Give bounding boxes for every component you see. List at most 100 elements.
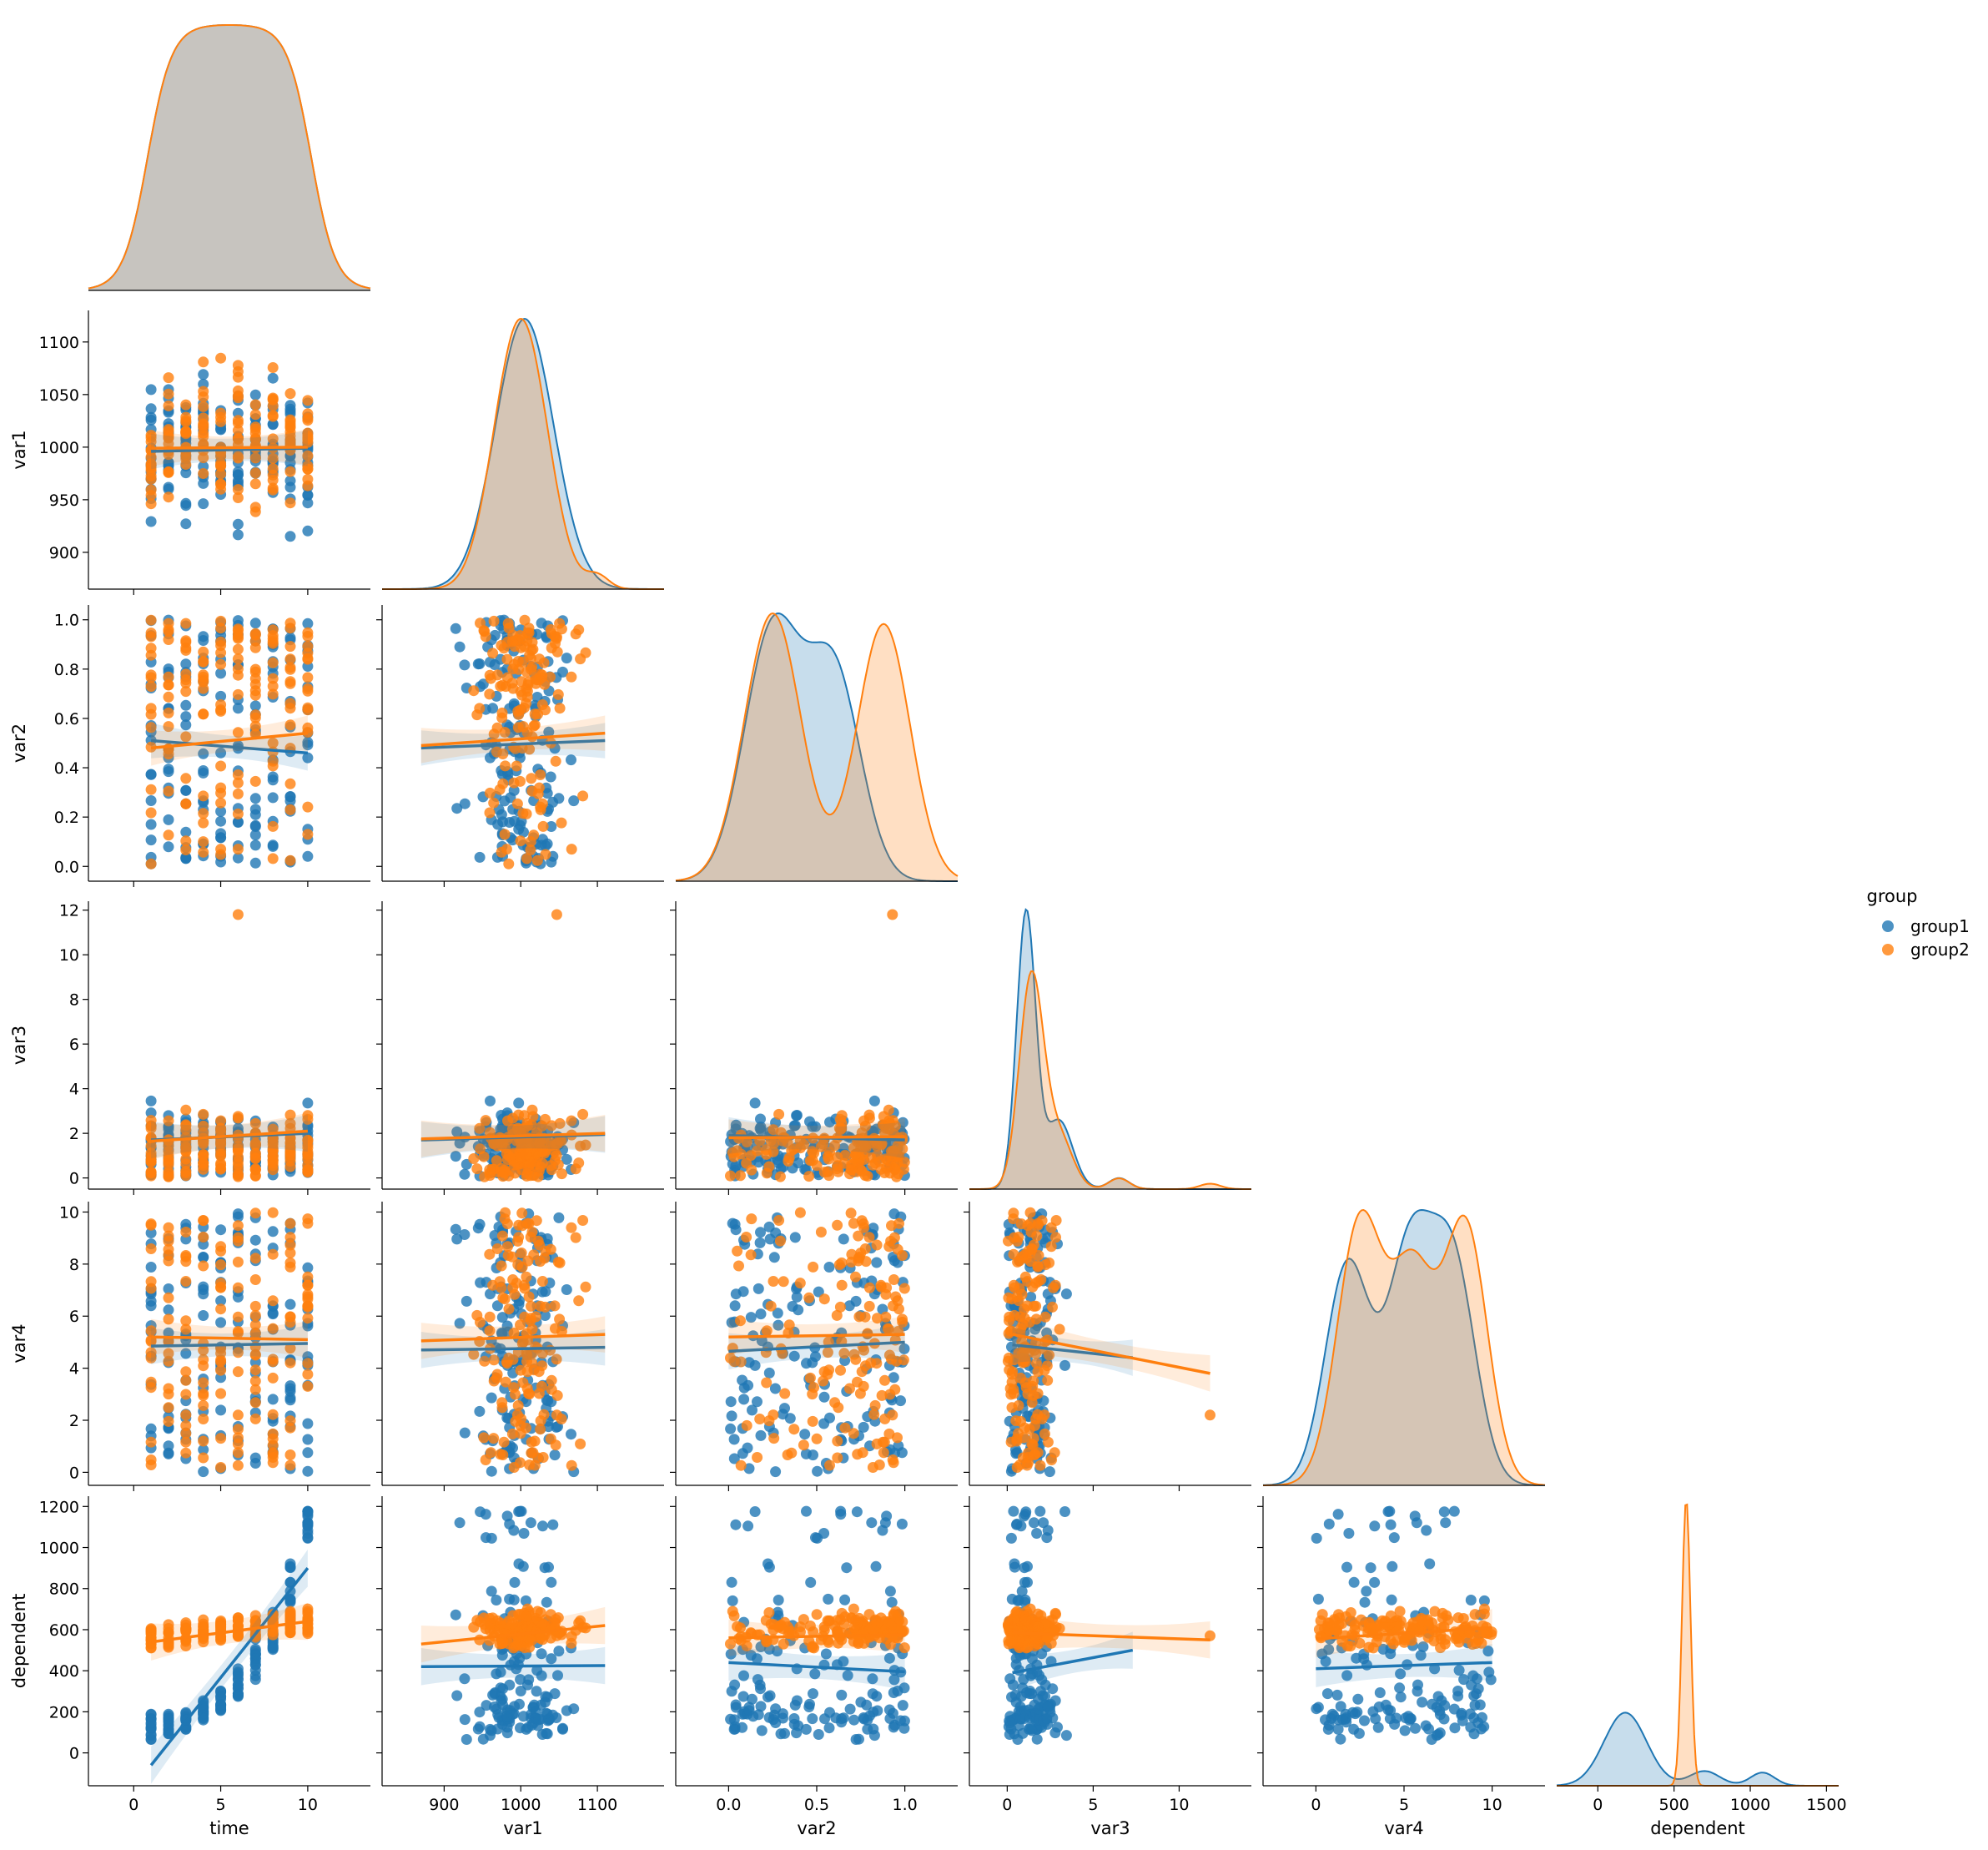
y-tick-label-var4-2: 4: [69, 1360, 79, 1379]
point-group1-var3-dependent-140: [1004, 1717, 1015, 1728]
point-group1-var1-dependent-100: [536, 1729, 548, 1740]
point-group2-var1-var2-114: [536, 699, 548, 710]
point-group2-time-var4-132: [180, 1419, 192, 1431]
point-group1-var3-dependent-105: [1047, 1683, 1059, 1695]
point-group2-var1-var3-90: [480, 1115, 491, 1127]
x-tick-label-var3-0: 0: [1002, 1796, 1012, 1814]
point-group1-var2-dependent-120: [788, 1713, 800, 1724]
point-group2-var2-var4-132: [741, 1419, 752, 1431]
point-group2-var1-var4-130: [524, 1459, 536, 1470]
point-group2-time-var4-119: [302, 1300, 314, 1312]
y-tick-label-dependent-0: 0: [69, 1745, 79, 1763]
point-group2-var2-var3-138: [839, 1149, 851, 1161]
point-group2-time-var1-91: [163, 400, 174, 411]
point-group2-time-var1-77: [267, 410, 279, 421]
point-group2-var2-var4-67: [798, 1439, 809, 1451]
point-group2-var2-var3-129: [746, 1164, 757, 1176]
point-group2-var3-var4-147: [1008, 1248, 1019, 1260]
point-group2-time-var4-6: [249, 1413, 261, 1424]
scatter-panel-var1-var3: [376, 901, 664, 1195]
diag-panel-var1: [382, 317, 664, 590]
point-group2-time-var4-84: [215, 1303, 227, 1315]
point-group1-time-var4-60: [145, 1300, 157, 1312]
point-group2-var3-var4-138: [1019, 1422, 1030, 1434]
point-group1-var2-var4-90: [742, 1442, 753, 1454]
point-group2-time-var1-98: [284, 497, 296, 509]
point-group1-var3-var4-10: [1060, 1288, 1072, 1300]
point-group1-time-var1-50: [145, 403, 157, 415]
y-tick-label-var3-6: 12: [59, 902, 79, 920]
point-group2-var3-var4-134: [1011, 1462, 1023, 1473]
point-group2-time-var2-48: [284, 778, 296, 789]
diag-panel-time: [88, 24, 371, 291]
point-group2-time-var2-140: [145, 628, 157, 639]
y-tick-label-var2-3: 0.6: [54, 710, 79, 728]
point-group2-time-var2-25: [232, 808, 244, 819]
point-group2-var1-var2-141: [554, 618, 566, 629]
point-group2-time-var1-34: [215, 352, 227, 364]
y-axis-label-var3: var3: [9, 1026, 29, 1065]
point-group2-time-var2-59: [302, 722, 314, 733]
point-group2-var2-var4-7: [752, 1452, 763, 1463]
point-group2-time-var4-94: [215, 1245, 227, 1257]
point-group1-var4-dependent-54: [1352, 1693, 1364, 1705]
point-group2-time-var2-77: [267, 657, 279, 668]
point-group2-var1-var2-103: [529, 708, 541, 720]
point-group1-time-var2-65: [232, 852, 244, 864]
point-group1-time-var2-63: [198, 748, 209, 759]
regression-line-group2-time-var2: [150, 731, 309, 750]
point-group1-var2-dependent-129: [835, 1509, 847, 1520]
point-group2-var1-var2-40: [503, 858, 515, 870]
point-group2-time-var1-115: [232, 371, 244, 383]
point-group1-var1-var3-93: [561, 1153, 572, 1165]
point-group1-var2-dependent-149: [877, 1525, 888, 1536]
scatter-panel-var2-var3: [670, 901, 958, 1195]
x-tick-label-var1-1: 1000: [501, 1796, 541, 1814]
point-group2-var2-var4-30: [832, 1219, 843, 1231]
point-group1-var3-dependent-79: [1028, 1517, 1039, 1529]
point-group1-time-var2-19: [302, 850, 314, 862]
point-group2-var2-var4-47: [794, 1207, 806, 1218]
point-group2-time-var2-17: [267, 737, 279, 749]
point-group2-time-var1-149: [302, 434, 314, 446]
point-group1-var2-dependent-91: [779, 1727, 790, 1739]
point-group1-var4-dependent-58: [1424, 1558, 1436, 1570]
point-group1-var1-dependent-99: [513, 1506, 525, 1517]
point-group1-var2-var4-37: [755, 1308, 767, 1320]
point-group2-time-var2-93: [198, 817, 209, 829]
point-group1-var1-dependent-93: [561, 1705, 572, 1716]
point-group1-var1-var4-76: [553, 1212, 565, 1223]
point-group2-var1-var4-150: [551, 1409, 562, 1421]
point-group2-var1-var4-45: [484, 1311, 496, 1323]
point-group2-time-var2-106: [249, 635, 261, 647]
point-group2-time-var1-147: [267, 484, 279, 496]
point-group1-var1-var2-79: [454, 641, 466, 653]
point-group2-var2-var4-68: [863, 1232, 875, 1243]
point-group2-var1-var3-34: [580, 1139, 591, 1151]
point-group2-var2-var4-135: [886, 1220, 897, 1232]
point-group2-var1-var2-145: [521, 727, 533, 738]
point-group1-time-var4-43: [198, 1466, 209, 1478]
point-group2-time-var4-103: [198, 1435, 209, 1447]
point-group2-var1-var3-140: [522, 1120, 533, 1132]
point-group2-time-var2-45: [232, 669, 244, 681]
point-group2-var2-var4-97: [888, 1457, 899, 1469]
point-group2-var1-var4-134: [508, 1462, 520, 1473]
point-group2-var1-var4-33: [577, 1215, 589, 1226]
point-group2-var1-var2-133: [496, 846, 507, 858]
point-group2-time-var4-83: [198, 1452, 209, 1464]
point-group2-var2-var4-103: [832, 1435, 843, 1447]
point-group1-var1-dependent-112: [518, 1711, 529, 1722]
point-group1-var2-dependent-139: [812, 1532, 823, 1544]
kde-fill-dependent-group1: [1557, 1712, 1839, 1786]
point-group2-time-var2-21: [163, 691, 174, 703]
point-group2-var1-var4-74: [502, 1241, 513, 1253]
point-group2-var1-var2-120: [491, 669, 503, 681]
point-group2-time-var1-123: [198, 431, 209, 442]
point-group2-time-var4-99: [302, 1313, 314, 1324]
point-group2-time-var1-55: [232, 415, 244, 426]
point-group2-time-var2-61: [163, 785, 174, 797]
point-group2-var2-var4-115: [735, 1459, 747, 1471]
